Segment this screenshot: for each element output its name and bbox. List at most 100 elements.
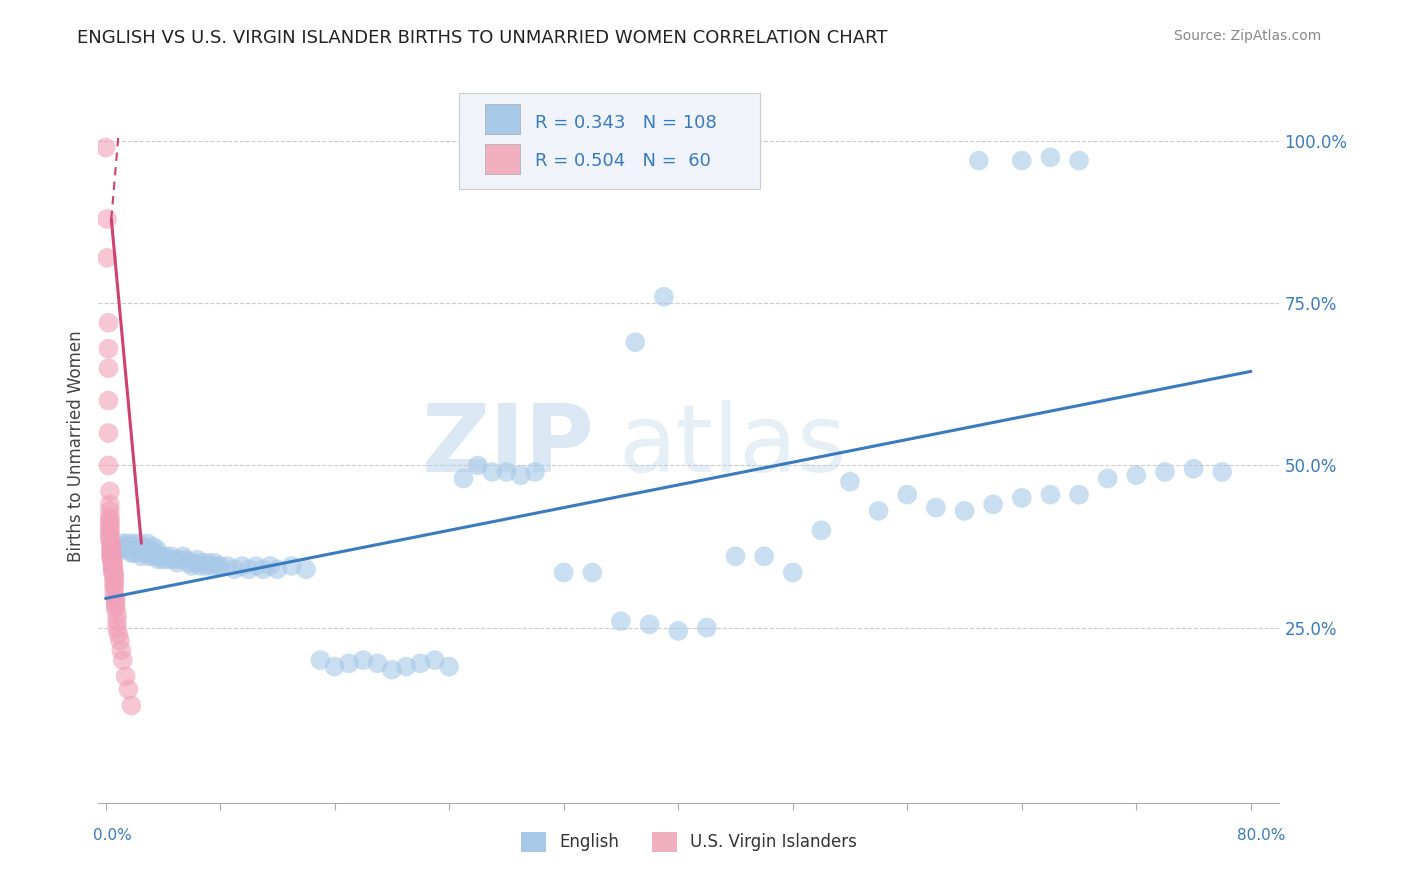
Point xyxy=(124,542,146,557)
Point xyxy=(101,562,124,576)
Point xyxy=(1067,153,1090,168)
Point xyxy=(111,653,134,667)
Point xyxy=(117,542,139,557)
Point xyxy=(172,549,194,564)
Point xyxy=(810,524,832,538)
Point xyxy=(146,542,169,557)
Point xyxy=(101,559,124,574)
Point xyxy=(967,153,990,168)
Point xyxy=(98,497,121,511)
Point xyxy=(104,598,127,612)
Point xyxy=(100,546,122,560)
Point xyxy=(121,536,143,550)
Point xyxy=(180,559,202,574)
Point xyxy=(103,568,125,582)
Point xyxy=(259,559,281,574)
Point xyxy=(100,540,122,554)
Point xyxy=(97,342,120,356)
Text: R = 0.343   N = 108: R = 0.343 N = 108 xyxy=(536,114,717,132)
Point xyxy=(103,582,125,596)
Point xyxy=(103,566,125,580)
Point xyxy=(839,475,862,489)
Point xyxy=(752,549,775,564)
Point xyxy=(110,643,132,657)
Point xyxy=(135,546,157,560)
Point xyxy=(194,559,217,574)
Point xyxy=(108,540,131,554)
Point xyxy=(553,566,575,580)
Point xyxy=(117,682,139,697)
Point xyxy=(98,510,121,524)
Point xyxy=(252,562,274,576)
Point xyxy=(731,150,754,164)
Point xyxy=(495,465,517,479)
Point xyxy=(868,504,890,518)
Point xyxy=(148,552,170,566)
Point xyxy=(323,659,346,673)
Point xyxy=(581,566,603,580)
Point xyxy=(108,633,131,648)
Point xyxy=(638,617,661,632)
Point xyxy=(337,657,360,671)
Point xyxy=(128,536,150,550)
Point xyxy=(367,657,389,671)
Text: ZIP: ZIP xyxy=(422,400,595,492)
Point xyxy=(98,484,121,499)
Point xyxy=(145,546,167,560)
FancyBboxPatch shape xyxy=(485,104,520,135)
Point xyxy=(118,540,141,554)
Text: 0.0%: 0.0% xyxy=(93,828,131,843)
Point xyxy=(666,624,689,638)
Text: Source: ZipAtlas.com: Source: ZipAtlas.com xyxy=(1174,29,1322,43)
Point xyxy=(202,556,225,570)
Point xyxy=(111,536,134,550)
Point xyxy=(100,542,122,557)
Point xyxy=(1067,488,1090,502)
Point xyxy=(295,562,318,576)
Point xyxy=(122,546,145,560)
Point xyxy=(352,653,374,667)
Point xyxy=(149,549,172,564)
FancyBboxPatch shape xyxy=(458,93,759,189)
Point xyxy=(953,504,976,518)
Point xyxy=(188,559,211,574)
Point xyxy=(1211,465,1233,479)
Point xyxy=(157,552,180,566)
Point xyxy=(238,562,260,576)
Point xyxy=(103,588,125,602)
Point xyxy=(100,540,122,554)
Point xyxy=(437,659,460,673)
Point xyxy=(100,546,122,560)
Point xyxy=(141,542,163,557)
Point xyxy=(112,542,135,557)
Point xyxy=(103,575,125,590)
Point xyxy=(309,653,332,667)
Point xyxy=(696,621,718,635)
Point xyxy=(125,540,148,554)
Point xyxy=(409,657,432,671)
Point xyxy=(169,552,191,566)
Point xyxy=(134,540,156,554)
Point xyxy=(231,559,253,574)
Point xyxy=(136,536,159,550)
Point xyxy=(217,559,239,574)
Point xyxy=(131,549,153,564)
Point xyxy=(142,540,165,554)
Point xyxy=(120,546,142,560)
Point xyxy=(104,591,127,606)
Point xyxy=(97,425,120,440)
Point xyxy=(107,627,129,641)
Point xyxy=(100,542,122,557)
Point xyxy=(120,698,142,713)
Point xyxy=(177,556,200,570)
Point xyxy=(114,540,136,554)
Point xyxy=(104,595,127,609)
Point xyxy=(1182,461,1205,475)
Point xyxy=(266,562,288,576)
Point xyxy=(1011,491,1033,505)
Text: R = 0.504   N =  60: R = 0.504 N = 60 xyxy=(536,153,711,170)
Point xyxy=(101,552,124,566)
Point xyxy=(101,562,124,576)
Point xyxy=(1039,150,1062,164)
Point xyxy=(105,607,128,622)
